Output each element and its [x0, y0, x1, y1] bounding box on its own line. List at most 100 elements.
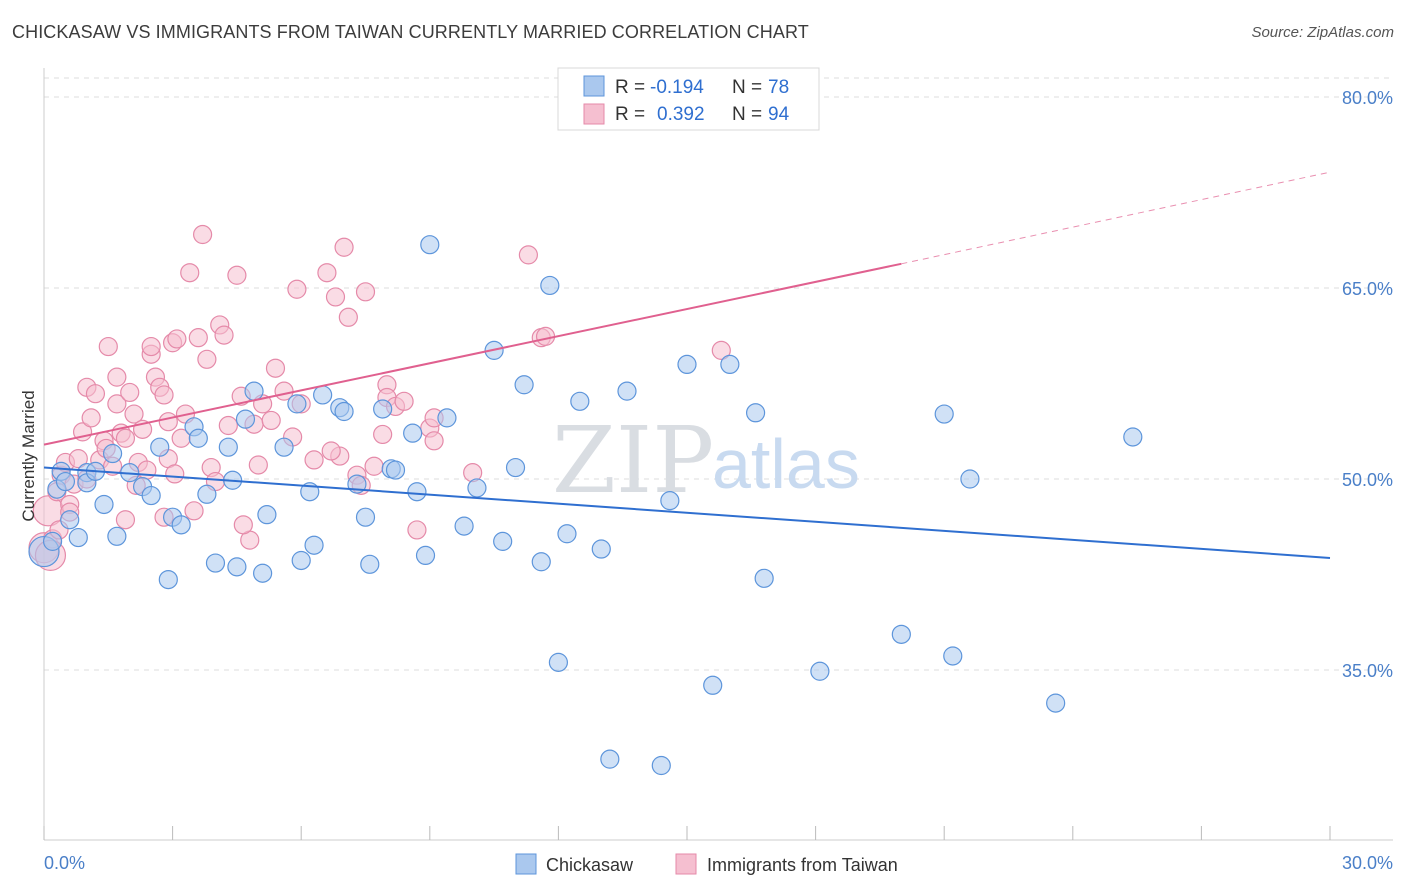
taiwan-point-78 [518, 245, 538, 265]
chickasaw-point-51 [493, 531, 513, 551]
y-axis-title: Currently Married [19, 390, 38, 521]
chickasaw-point-24 [227, 557, 247, 577]
chickasaw-point-29 [274, 437, 294, 457]
taiwan-point-55 [261, 410, 281, 431]
chickasaw-point-9 [107, 526, 127, 546]
y-tick-label-35: 35.0% [1342, 661, 1393, 681]
chickasaw-point-28 [257, 505, 277, 525]
taiwan-point-32 [154, 385, 174, 405]
bottom-legend: Chickasaw Immigrants from Taiwan [515, 853, 898, 875]
chickasaw-point-22 [218, 437, 238, 457]
legend-swatch-chickasaw [583, 75, 605, 97]
watermark-zip: ZIP [552, 407, 714, 514]
taiwan-point-17 [98, 336, 118, 357]
y-tick-label-50: 50.0% [1342, 470, 1393, 490]
taiwan-point-81 [711, 340, 731, 360]
chickasaw-point-8 [94, 494, 114, 515]
series-chickasaw [28, 235, 1143, 776]
taiwan-point-48 [218, 415, 238, 436]
chickasaw-point-40 [373, 399, 393, 419]
legend-n-label-2: N = [732, 104, 762, 125]
chickasaw-point-3 [55, 471, 76, 492]
taiwan-point-61 [317, 263, 337, 283]
chickasaw-point-43 [403, 423, 423, 443]
chickasaw-point-60 [600, 749, 620, 769]
chickasaw-point-42 [385, 460, 406, 480]
legend-r-label-1: R = [615, 77, 645, 98]
taiwan-point-64 [334, 237, 354, 257]
taiwan-point-40 [184, 501, 204, 521]
chickasaw-point-68 [754, 568, 774, 588]
taiwan-point-27 [137, 460, 157, 480]
taiwan-point-58 [287, 279, 307, 299]
taiwan-point-14 [85, 384, 106, 404]
taiwan-point-43 [197, 349, 217, 369]
chickasaw-point-30 [287, 394, 307, 414]
chickasaw-point-14 [150, 437, 170, 457]
y-tick-label-80: 80.0% [1342, 88, 1393, 108]
chickasaw-point-17 [171, 515, 191, 535]
chickasaw-point-26 [244, 381, 264, 401]
chickasaw-point-13 [141, 485, 161, 506]
taiwan-point-42 [193, 224, 213, 245]
taiwan-point-91 [424, 431, 444, 451]
taiwan-point-53 [248, 455, 268, 475]
axes [43, 68, 1393, 841]
chickasaw-point-4 [60, 510, 80, 530]
taiwan-point-19 [107, 367, 127, 387]
chickasaw-point-64 [677, 354, 697, 374]
trend-line-chickasaw [43, 466, 1331, 559]
taiwan-point-23 [120, 382, 140, 403]
legend-n-label-1: N = [732, 77, 762, 98]
taiwan-point-89 [321, 441, 341, 461]
source-label: Source: ZipAtlas.com [1251, 24, 1394, 41]
chickasaw-point-33 [304, 535, 324, 555]
chickasaw-point-49 [467, 478, 487, 498]
bottom-legend-swatch-taiwan [675, 853, 697, 875]
chart-title: CHICKASAW VS IMMIGRANTS FROM TAIWAN CURR… [12, 22, 809, 42]
taiwan-point-41 [188, 328, 208, 348]
taiwan-point-65 [338, 307, 358, 327]
trend-line-taiwan [43, 262, 902, 446]
chickasaw-point-58 [570, 391, 590, 411]
chickasaw-point-20 [197, 484, 217, 504]
legend-r-value-1: -0.194 [650, 77, 704, 98]
legend: R = -0.194 N = 78 R = 0.392 N = 94 [557, 67, 820, 131]
taiwan-point-36 [167, 329, 187, 349]
chickasaw-point-56 [548, 652, 569, 672]
chickasaw-point-34 [313, 385, 333, 405]
y-tick-label-65: 65.0% [1342, 279, 1393, 299]
x-tick-label-max: 30.0% [1342, 853, 1393, 873]
chickasaw-point-65 [703, 675, 723, 695]
taiwan-point-93 [115, 510, 136, 530]
chickasaw-point-52 [505, 457, 526, 478]
trend-lines [43, 171, 1331, 559]
taiwan-point-87 [233, 515, 253, 535]
chickasaw-point-53 [514, 375, 534, 395]
chickasaw-point-75 [1123, 427, 1143, 447]
chickasaw-point-63 [660, 491, 680, 511]
taiwan-point-39 [180, 263, 200, 283]
chickasaw-point-19 [188, 428, 208, 448]
chickasaw-point-21 [205, 553, 226, 573]
chickasaw-point-71 [934, 404, 954, 424]
taiwan-point-56 [265, 358, 286, 378]
watermark: ZIP atlas [552, 407, 860, 514]
chickasaw-point-76 [42, 531, 63, 551]
chickasaw-point-36 [334, 401, 354, 422]
chickasaw-point-69 [810, 661, 830, 681]
chickasaw-point-70 [891, 624, 911, 644]
taiwan-point-69 [364, 456, 384, 476]
x-tick-label-min: 0.0% [44, 853, 85, 873]
grid: 35.0% 50.0% 65.0% 80.0% [44, 77, 1393, 681]
chickasaw-point-67 [745, 403, 766, 423]
taiwan-point-60 [304, 450, 324, 470]
chickasaw-point-44 [407, 482, 427, 502]
taiwan-point-13 [81, 408, 101, 428]
chickasaw-point-46 [420, 235, 440, 255]
chickasaw-point-47 [437, 408, 457, 428]
taiwan-point-20 [107, 394, 127, 414]
taiwan-point-47 [214, 325, 234, 345]
taiwan-point-68 [355, 282, 376, 302]
chickasaw-point-25 [235, 409, 256, 429]
